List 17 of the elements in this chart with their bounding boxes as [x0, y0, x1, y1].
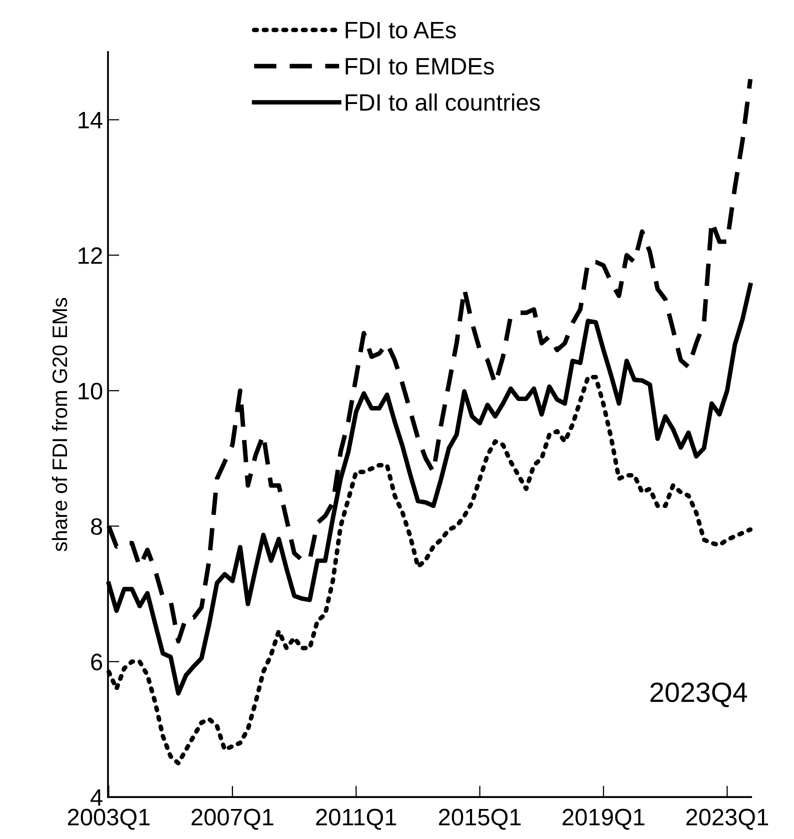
x-tick-label: 2019Q1 — [562, 808, 644, 830]
legend-label: FDI to all countries — [346, 93, 540, 111]
y-tick-label: 14 — [78, 112, 102, 128]
x-tick-label: 2007Q1 — [192, 808, 274, 830]
x-tick-label: 2015Q1 — [438, 808, 521, 830]
y-tick-label: 6 — [91, 654, 102, 670]
x-tick-label: 2003Q1 — [68, 808, 150, 830]
legend-label: FDI to EMDEs — [346, 58, 494, 75]
legend-label: FDI to AEs — [346, 22, 456, 38]
y-tick-label: 8 — [91, 518, 102, 535]
y-tick-label: 12 — [78, 247, 102, 264]
y-tick-label: 4 — [90, 789, 102, 806]
x-tick-label: 2023Q1 — [686, 808, 768, 830]
annotation: 2023Q4 — [650, 682, 748, 708]
y-tick-label: 10 — [78, 382, 102, 400]
y-axis-title: share of FDI from G20 EMs — [52, 298, 68, 552]
x-tick-label: 2011Q1 — [316, 808, 396, 830]
